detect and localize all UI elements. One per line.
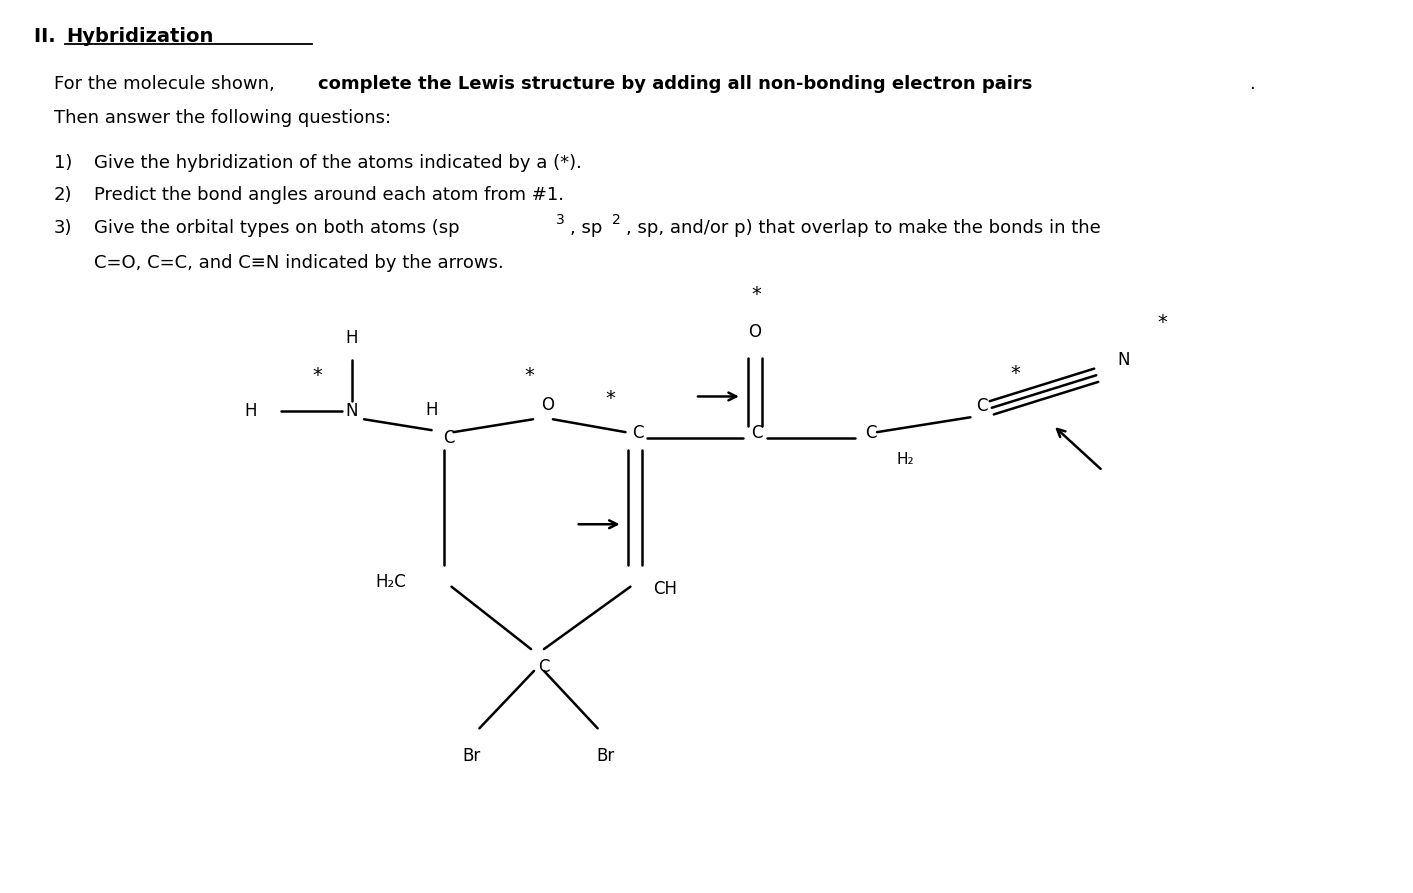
Text: H₂: H₂ (896, 453, 914, 467)
Text: Give the hybridization of the atoms indicated by a (*).: Give the hybridization of the atoms indi… (93, 154, 582, 171)
Text: 2: 2 (612, 213, 620, 227)
Text: N: N (1118, 351, 1130, 369)
Text: O: O (541, 396, 554, 414)
Text: 3): 3) (54, 219, 72, 238)
Text: C: C (632, 424, 643, 442)
Text: C: C (865, 424, 877, 442)
Text: *: * (606, 389, 616, 408)
Text: C=O, C=C, and C≡N indicated by the arrows.: C=O, C=C, and C≡N indicated by the arrow… (93, 254, 503, 271)
Text: H: H (425, 401, 438, 420)
Text: H: H (244, 403, 257, 421)
Text: *: * (752, 285, 762, 304)
Text: 1): 1) (54, 154, 72, 171)
Text: *: * (524, 366, 534, 385)
Text: Predict the bond angles around each atom from #1.: Predict the bond angles around each atom… (93, 187, 564, 204)
Text: *: * (312, 366, 322, 385)
Text: Br: Br (462, 747, 480, 765)
Text: H: H (346, 329, 359, 347)
Text: CH: CH (653, 580, 677, 597)
Text: C: C (976, 397, 988, 415)
Text: C: C (538, 658, 550, 676)
Text: O: O (749, 323, 762, 341)
Text: *: * (1010, 364, 1020, 383)
Text: Br: Br (596, 747, 615, 765)
Text: II.: II. (34, 27, 62, 46)
Text: , sp: , sp (571, 219, 603, 238)
Text: Then answer the following questions:: Then answer the following questions: (54, 109, 391, 127)
Text: complete the Lewis structure by adding all non-bonding electron pairs: complete the Lewis structure by adding a… (318, 74, 1033, 93)
Text: 2): 2) (54, 187, 72, 204)
Text: .: . (1249, 74, 1255, 93)
Text: C: C (750, 424, 763, 442)
Text: Give the orbital types on both atoms (sp: Give the orbital types on both atoms (sp (93, 219, 459, 238)
Text: C: C (442, 429, 455, 447)
Text: *: * (1157, 313, 1167, 331)
Text: 3: 3 (557, 213, 565, 227)
Text: For the molecule shown,: For the molecule shown, (54, 74, 280, 93)
Text: N: N (346, 403, 359, 421)
Text: , sp, and/or p) that overlap to make the bonds in the: , sp, and/or p) that overlap to make the… (626, 219, 1101, 238)
Text: Hybridization: Hybridization (66, 27, 213, 46)
Text: H₂C: H₂C (374, 572, 406, 591)
